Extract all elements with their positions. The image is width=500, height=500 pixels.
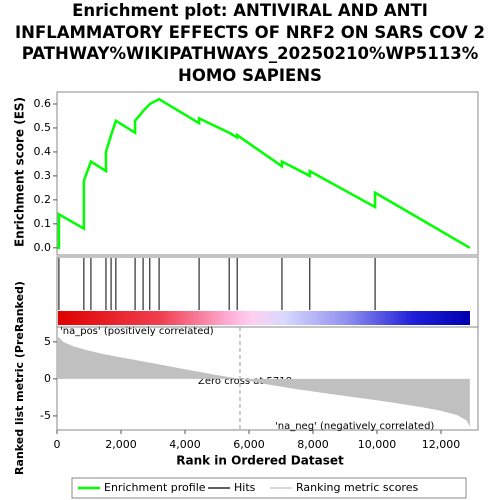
legend-label: Ranking metric scores: [296, 481, 418, 494]
x-tick-label: 2,000: [105, 438, 137, 451]
annotation: 'na_pos' (positively correlated): [60, 326, 214, 337]
annotation: 'na_neg' (negatively correlated): [275, 421, 434, 432]
annotation: Zero cross at 5718: [198, 376, 292, 387]
y-tick-label: 0.0: [34, 241, 52, 254]
x-tick-label: 8,000: [297, 438, 329, 451]
legend: [71, 477, 467, 499]
y-tick-label: 0.2: [34, 193, 52, 206]
y2-tick-label: -5: [40, 409, 51, 422]
y-tick-label: 0.6: [34, 97, 52, 110]
legend-label: Enrichment profile: [104, 481, 206, 494]
rank-color-band: [58, 311, 470, 325]
y-tick-label: 0.3: [34, 169, 52, 182]
x-tick-label: 12,000: [422, 438, 461, 451]
y2-axis-label: Ranked list metric (PreRanked): [13, 281, 26, 475]
y-tick-label: 0.1: [34, 217, 52, 230]
x-tick-label: 4,000: [169, 438, 201, 451]
chart-title: Enrichment plot: ANTIVIRAL AND ANTI INFL…: [0, 0, 500, 86]
metric-area: [57, 335, 470, 428]
es-panel: [56, 91, 479, 256]
y-axis-label: Enrichment score (ES): [13, 97, 27, 247]
y-tick-label: 0.5: [34, 121, 52, 134]
x-tick-label: 6,000: [233, 438, 265, 451]
legend-label: Hits: [234, 481, 256, 494]
y2-tick-label: 5: [44, 335, 51, 348]
title-line: INFLAMMATORY EFFECTS OF NRF2 ON SARS COV…: [15, 22, 485, 42]
title-line: HOMO SAPIENS: [178, 65, 322, 85]
enrichment-line: [57, 97, 471, 250]
title-line: PATHWAY%WIKIPATHWAYS_20250210%WP5113%: [21, 44, 479, 63]
x-tick-label: 0: [54, 438, 61, 451]
title-line: Enrichment plot: ANTIVIRAL AND ANTI: [72, 1, 428, 20]
x-tick-label: 10,000: [358, 438, 397, 451]
x-axis-label: Rank in Ordered Dataset: [176, 454, 344, 468]
y2-tick-label: 0: [44, 372, 51, 385]
y-tick-label: 0.4: [34, 145, 52, 158]
